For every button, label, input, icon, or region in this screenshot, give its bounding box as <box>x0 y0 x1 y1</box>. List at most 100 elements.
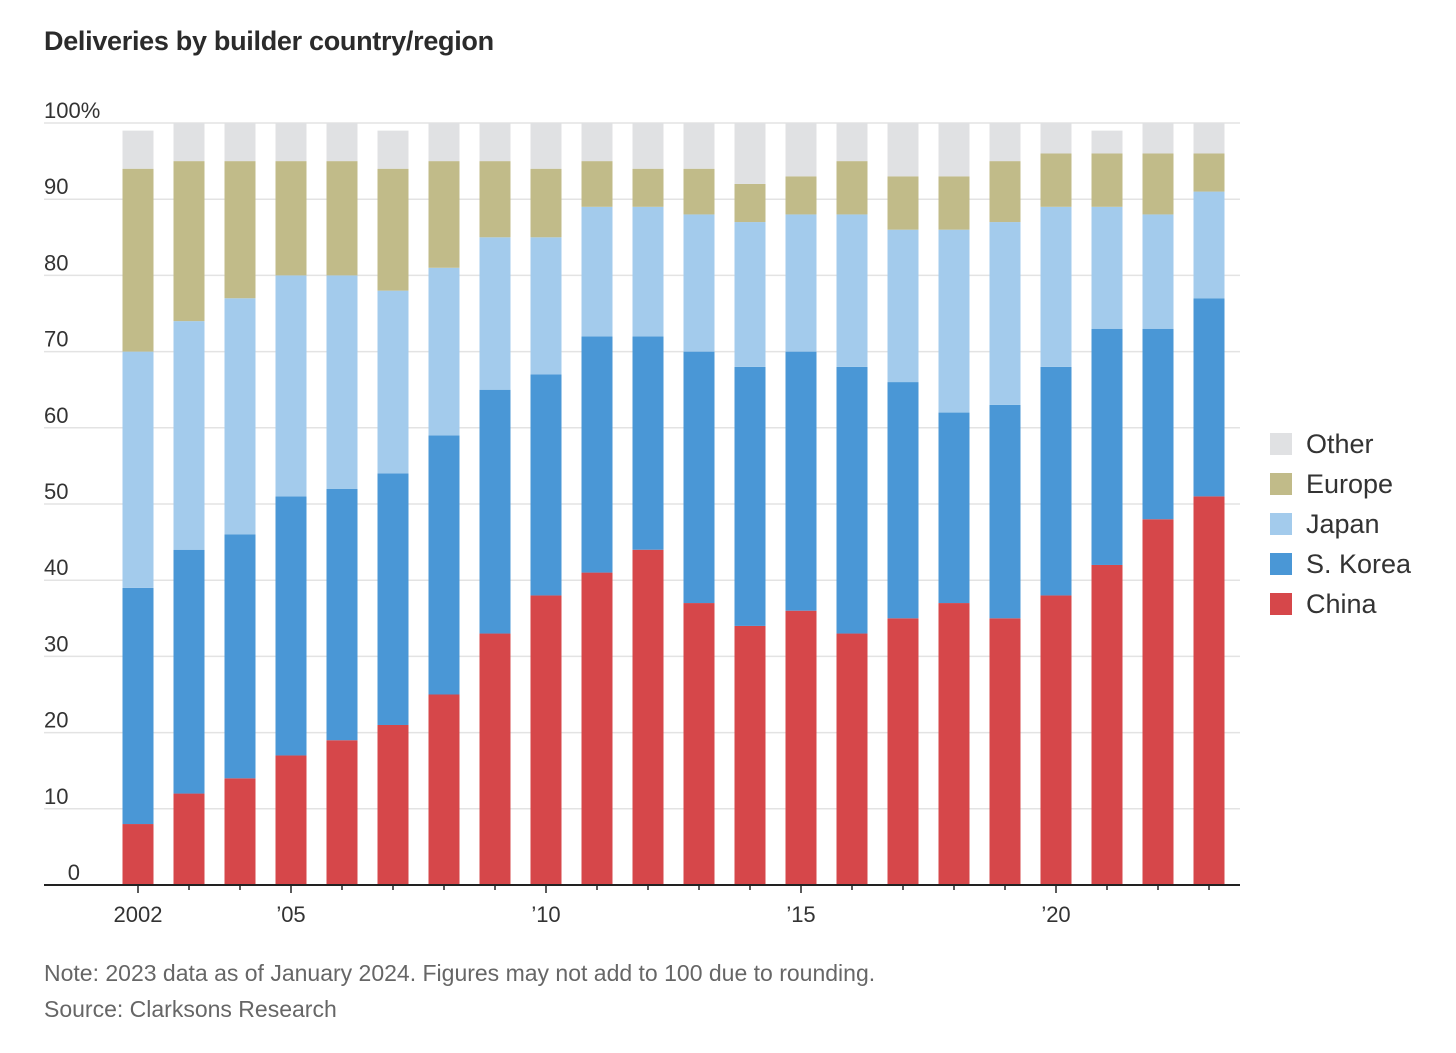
bar-other-2010 <box>530 123 562 169</box>
bar-stack-2012 <box>632 123 664 885</box>
bar-s-korea-2017 <box>887 382 919 619</box>
bar-stack-2006 <box>326 123 358 885</box>
bar-china-2004 <box>224 778 256 885</box>
bar-europe-2021 <box>1091 153 1123 207</box>
bar-china-2005 <box>275 755 307 885</box>
bar-japan-2011 <box>581 206 613 337</box>
bar-japan-2015 <box>785 214 817 352</box>
bar-s-korea-2009 <box>479 389 511 634</box>
bar-japan-2022 <box>1142 214 1174 329</box>
bar-stack-2007 <box>377 130 409 885</box>
x-tick-label: ’10 <box>531 902 560 927</box>
bar-stack-2005 <box>275 123 307 885</box>
bar-japan-2013 <box>683 214 715 352</box>
bar-stack-2018 <box>938 123 970 885</box>
bar-other-2022 <box>1142 123 1174 154</box>
legend-item-china: China <box>1270 584 1411 624</box>
bar-s-korea-2015 <box>785 351 817 611</box>
legend-item-japan: Japan <box>1270 504 1411 544</box>
bar-stack-2014 <box>734 123 766 885</box>
bar-europe-2022 <box>1142 153 1174 215</box>
bar-europe-2023 <box>1193 153 1225 192</box>
bar-japan-2019 <box>989 222 1021 405</box>
bar-japan-2014 <box>734 222 766 367</box>
bar-stack-2004 <box>224 123 256 885</box>
bar-stack-2011 <box>581 123 613 885</box>
bar-japan-2018 <box>938 229 970 413</box>
bar-japan-2023 <box>1193 191 1225 299</box>
bar-europe-2020 <box>1040 153 1072 207</box>
bar-china-2007 <box>377 724 409 885</box>
bar-europe-2002 <box>122 168 154 352</box>
bar-s-korea-2016 <box>836 366 868 634</box>
y-tick-label: 10 <box>44 784 68 809</box>
legend-swatch <box>1270 433 1292 455</box>
bar-japan-2017 <box>887 229 919 383</box>
bar-stack-2009 <box>479 123 511 885</box>
bar-europe-2012 <box>632 168 664 207</box>
y-tick-label: 20 <box>44 708 68 733</box>
legend-swatch <box>1270 593 1292 615</box>
x-tick-label: ’20 <box>1041 902 1070 927</box>
bar-japan-2009 <box>479 237 511 390</box>
bar-stack-2019 <box>989 123 1021 885</box>
bar-other-2020 <box>1040 123 1072 154</box>
bar-japan-2006 <box>326 275 358 489</box>
bar-china-2023 <box>1193 496 1225 885</box>
bar-china-2019 <box>989 618 1021 885</box>
bar-china-2020 <box>1040 595 1072 885</box>
legend-label: Europe <box>1306 468 1394 499</box>
legend-swatch <box>1270 513 1292 535</box>
legend-item-europe: Europe <box>1270 464 1411 504</box>
bar-japan-2012 <box>632 206 664 337</box>
bar-japan-2016 <box>836 214 868 367</box>
bar-europe-2004 <box>224 161 256 299</box>
bar-s-korea-2018 <box>938 412 970 604</box>
chart-note: Note: 2023 data as of January 2024. Figu… <box>44 960 876 986</box>
bar-s-korea-2005 <box>275 496 307 756</box>
bar-other-2012 <box>632 123 664 169</box>
bars <box>122 123 1225 885</box>
legend: Other Europe Japan S. Korea China <box>1270 424 1411 624</box>
bar-china-2012 <box>632 549 664 885</box>
bar-europe-2006 <box>326 161 358 276</box>
bar-japan-2002 <box>122 351 154 588</box>
y-tick-label: 80 <box>44 250 68 275</box>
bar-stack-2002 <box>122 130 154 885</box>
bar-stack-2021 <box>1091 130 1123 885</box>
bar-s-korea-2002 <box>122 587 154 825</box>
y-tick-label: 0 <box>68 860 80 885</box>
bar-s-korea-2022 <box>1142 328 1174 520</box>
bar-stack-2013 <box>683 123 715 885</box>
bar-china-2021 <box>1091 564 1123 885</box>
bar-other-2018 <box>938 123 970 177</box>
bar-japan-2004 <box>224 298 256 535</box>
bar-other-2003 <box>173 123 205 162</box>
bar-s-korea-2020 <box>1040 366 1072 596</box>
bar-s-korea-2003 <box>173 549 205 794</box>
bar-s-korea-2008 <box>428 435 460 695</box>
legend-label: Japan <box>1306 508 1380 539</box>
bar-china-2003 <box>173 793 205 885</box>
bar-japan-2003 <box>173 321 205 550</box>
bar-other-2002 <box>122 130 154 169</box>
y-tick-label: 60 <box>44 403 68 428</box>
bar-other-2008 <box>428 123 460 162</box>
bar-other-2017 <box>887 123 919 177</box>
bar-europe-2003 <box>173 161 205 322</box>
bar-japan-2020 <box>1040 206 1072 367</box>
bar-stack-2023 <box>1193 123 1225 885</box>
y-axis-labels: 0 10 20 30 40 50 60 70 80 90 100% <box>44 98 100 885</box>
bar-europe-2016 <box>836 161 868 215</box>
bar-other-2016 <box>836 123 868 162</box>
bar-china-2013 <box>683 603 715 885</box>
bar-s-korea-2006 <box>326 488 358 741</box>
bar-s-korea-2014 <box>734 366 766 626</box>
bar-other-2023 <box>1193 123 1225 154</box>
bar-other-2004 <box>224 123 256 162</box>
chart-source: Source: Clarksons Research <box>44 996 337 1022</box>
bar-europe-2007 <box>377 168 409 291</box>
bar-europe-2005 <box>275 161 307 276</box>
bar-s-korea-2011 <box>581 336 613 573</box>
bar-japan-2007 <box>377 290 409 474</box>
